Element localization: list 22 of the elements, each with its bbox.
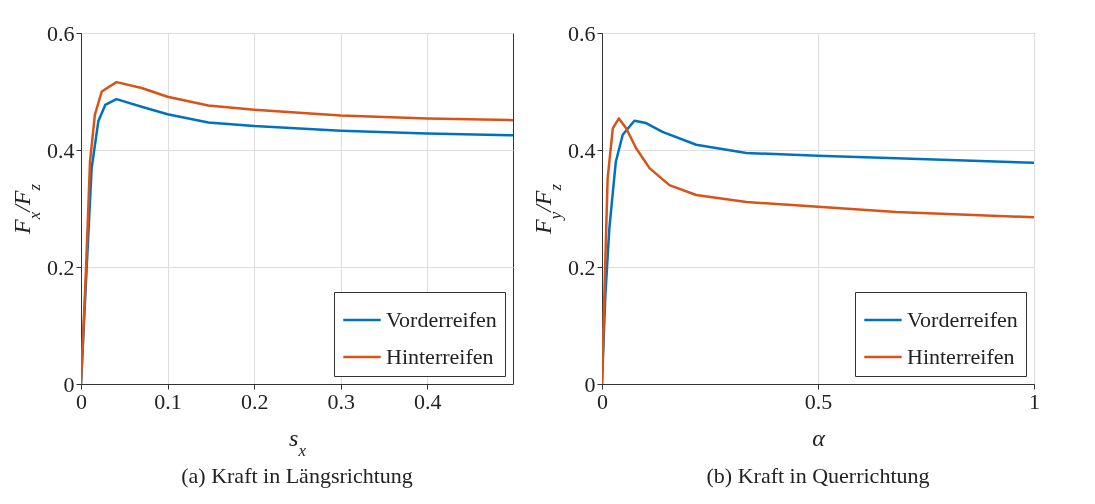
x-tick-label: 1 <box>1029 388 1040 414</box>
text: (b) Kraft in Querrichtung <box>706 463 930 488</box>
x-tick-label: 0.3 <box>327 388 355 414</box>
x-tick-label: 0.4 <box>414 388 442 414</box>
y-tick-label: 0 <box>63 371 75 397</box>
y-tick-label: 0.4 <box>47 137 75 163</box>
y-tick-label: 0 <box>584 371 596 397</box>
y-tick-label: 0.4 <box>568 137 596 163</box>
y-tick-label: 0.2 <box>568 254 596 280</box>
legend-label: Vorderreifen <box>386 307 497 332</box>
legend-label: Vorderreifen <box>907 307 1018 332</box>
legend-label: Hinterreifen <box>907 344 1015 369</box>
x-axis-title: s$_{x}$ <box>289 424 307 459</box>
x-tick-label: 0.1 <box>154 388 182 414</box>
x-axis-title: α <box>812 424 826 451</box>
y-tick-label: 0.6 <box>47 20 75 46</box>
x-tick-label: 0.2 <box>240 388 269 414</box>
legend-label: Hinterreifen <box>386 344 494 369</box>
y-tick-label: 0.6 <box>568 20 596 46</box>
text: (a) Kraft in Längsrichtung <box>181 463 413 488</box>
x-tick-label: 0.5 <box>804 388 833 414</box>
y-tick-label: 0.2 <box>47 254 75 280</box>
